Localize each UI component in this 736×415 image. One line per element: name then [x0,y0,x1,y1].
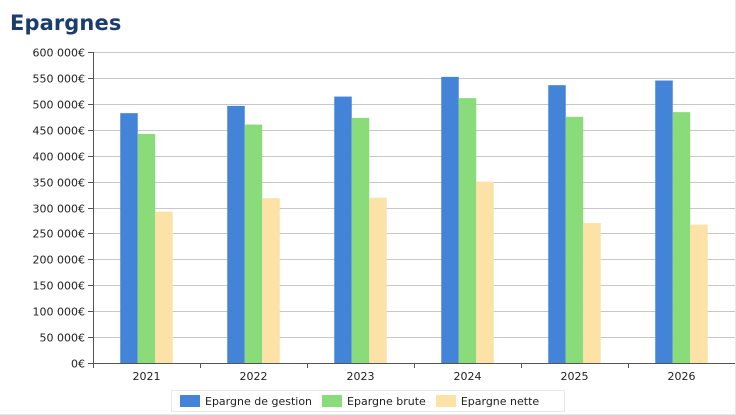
y-tick-label: 100 000€ [33,306,86,319]
bar-epargne-nette-2021 [155,211,173,363]
legend-label: Epargne brute [347,394,426,408]
x-tick-label: 2021 [133,370,161,383]
bar-epargne-brute-2022 [244,124,263,363]
bar-epargne-de-gestion-2023 [334,96,352,364]
x-tick-label: 2026 [668,370,696,383]
x-tick-label: 2022 [240,370,268,383]
legend-label: Epargne nette [460,394,540,408]
y-tick-label: 550 000€ [33,73,86,86]
y-tick-label: 0€ [71,358,85,371]
x-tick-label: 2024 [454,370,482,383]
bar-epargne-de-gestion-2025 [548,85,566,363]
y-tick-label: 250 000€ [33,228,86,241]
bar-epargne-nette-2022 [262,198,280,363]
chart-title: Epargnes [10,11,122,35]
bar-epargne-brute-2021 [137,133,156,363]
bar-epargne-de-gestion-2024 [441,76,459,363]
bar-epargne-de-gestion-2022 [227,105,245,363]
bar-epargne-nette-2023 [369,197,387,363]
x-tick-label: 2023 [347,370,375,383]
legend-label: Epargne de gestion [205,394,313,408]
bar-epargne-nette-2026 [690,224,708,363]
bar-epargne-nette-2024 [476,181,494,363]
bar-chart: 0€ 50 000€ 100 000€ 150 000€ 200 000€ 250 000… [33,47,735,383]
legend-item[interactable]: Epargne de gestion [180,395,312,408]
y-tick-label: 50 000€ [40,332,86,345]
bar-epargne-de-gestion-2026 [655,80,673,363]
bar-epargne-brute-2025 [565,116,584,364]
legend-swatch [322,395,343,407]
y-tick-label: 300 000€ [33,203,86,216]
legend-item[interactable]: Epargne brute [322,395,426,408]
y-tick-label: 350 000€ [33,177,86,190]
bar-epargne-brute-2026 [672,112,691,363]
bar-epargne-brute-2023 [351,117,370,363]
bar-epargne-brute-2024 [458,98,477,364]
y-tick-label: 600 000€ [33,47,86,60]
x-tick-label: 2025 [561,370,589,383]
chart-legend: Epargne de gestion Epargne brute Epargne n… [171,390,565,412]
bar-epargne-de-gestion-2021 [120,113,138,363]
y-tick-label: 500 000€ [33,99,86,112]
legend-item[interactable]: Epargne nette [435,394,540,408]
y-tick-label: 450 000€ [33,125,86,138]
bar-epargne-nette-2025 [583,223,601,363]
legend-swatch [435,395,456,407]
legend-swatch [180,395,200,407]
y-tick-label: 150 000€ [33,280,86,293]
y-tick-label: 400 000€ [33,151,86,164]
y-tick-label: 200 000€ [33,254,86,267]
